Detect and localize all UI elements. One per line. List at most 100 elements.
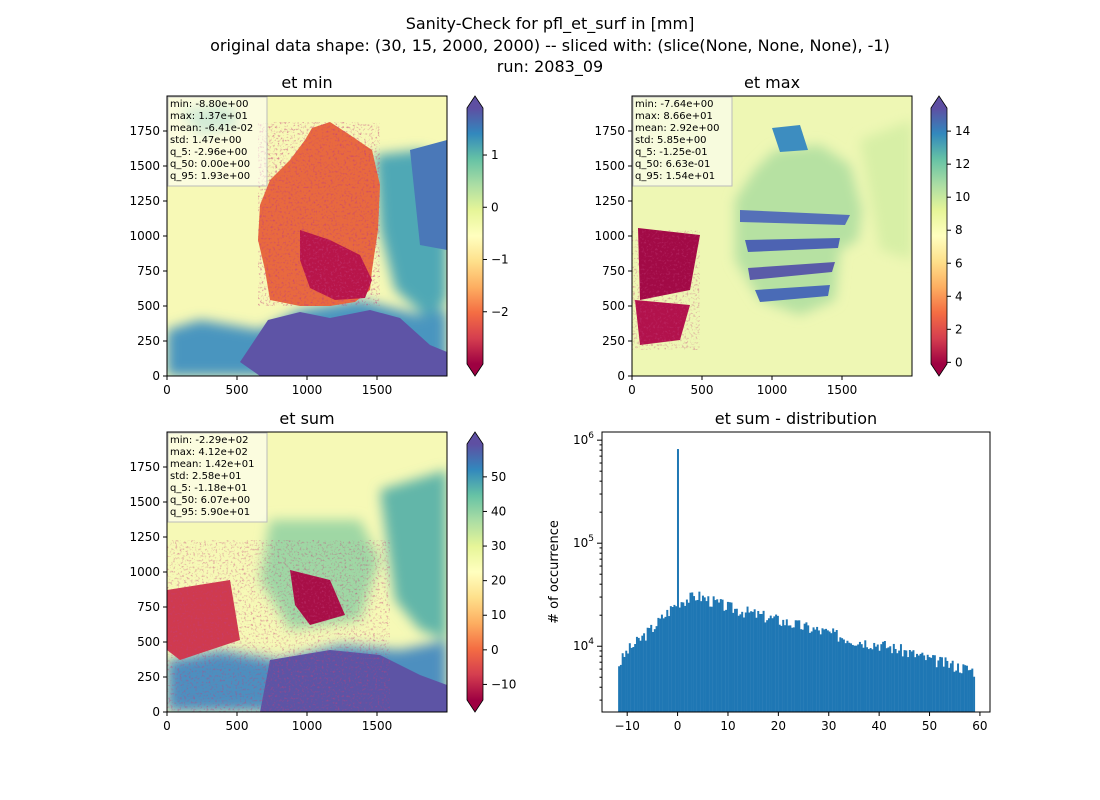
histogram-bar: [949, 663, 952, 712]
stats-line: std: 5.85e+00: [635, 135, 707, 146]
histogram-bar: [826, 630, 829, 712]
histogram-bar: [896, 653, 899, 712]
histogram-bar: [919, 653, 922, 712]
histogram-bar: [823, 629, 826, 712]
y-tick-label: 1500: [129, 495, 160, 509]
histogram-bar: [935, 667, 938, 712]
colorbar-gradient: [931, 108, 947, 364]
stats-line: mean: 1.42e+01: [170, 459, 254, 470]
colorbar-tick-label: 20: [491, 574, 506, 588]
histogram-bar: [828, 631, 831, 712]
histogram-bar: [678, 607, 681, 712]
histogram-bar: [680, 602, 683, 712]
colorbar: −10 0 10 20 30 40 50: [466, 431, 516, 713]
histogram-bar: [778, 624, 781, 712]
colorbar-tick-label: 0: [955, 355, 963, 369]
histogram-bar: [873, 642, 876, 712]
histogram-bar: [848, 642, 851, 712]
histogram-bar: [921, 652, 924, 712]
histogram-bar: [696, 599, 699, 712]
stats-box-frame: [167, 432, 268, 523]
histogram-bar: [673, 604, 676, 712]
suptitle-line-3: run: 2083_09: [497, 57, 603, 77]
histogram-bar: [771, 618, 774, 712]
histogram-bar: [635, 636, 638, 712]
histogram-bar: [705, 601, 708, 712]
y-tick-label: 250: [137, 334, 160, 348]
histogram-bar: [908, 650, 911, 712]
histogram-bar: [946, 660, 949, 712]
y-tick-label: 500: [602, 299, 625, 313]
histogram-bar: [894, 648, 897, 712]
histogram-bar: [801, 629, 804, 712]
histogram-bar: [662, 618, 665, 712]
histogram-bar: [618, 666, 621, 712]
y-axis: 104 105 106: [573, 431, 602, 701]
y-tick-label: 1250: [594, 194, 625, 208]
x-tick-label: 1500: [362, 383, 393, 397]
heatmap-image: [632, 96, 912, 376]
y-axis-label: # of occurrence: [547, 520, 562, 624]
histogram-bar: [639, 640, 642, 712]
histogram-bar: [767, 618, 770, 712]
histogram-bar: [948, 667, 951, 712]
plot-frame: [601, 431, 991, 713]
histogram-bar: [882, 641, 885, 712]
panel-title: et sum - distribution: [715, 409, 877, 428]
histogram-bar: [755, 617, 758, 712]
suptitle-line-2: original data shape: (30, 15, 2000, 2000…: [210, 36, 890, 55]
histogram-bar: [844, 643, 847, 712]
histogram-bar: [926, 654, 929, 712]
colorbar-gradient: [467, 444, 483, 700]
stats-line: q_95: 1.54e+01: [635, 171, 715, 182]
histogram-bar: [887, 647, 890, 712]
colorbar-extend-min: [467, 700, 483, 712]
histogram-bar: [898, 650, 901, 712]
histogram-bar: [637, 637, 640, 712]
histogram-bar: [814, 629, 817, 712]
y-tick-label: 1500: [594, 159, 625, 173]
histogram-bar: [892, 643, 895, 712]
histogram-bar: [737, 615, 740, 712]
histogram-bar: [753, 609, 756, 712]
stats-line: std: 1.47e+00: [170, 135, 242, 146]
x-tick-label: 10: [720, 719, 735, 733]
histogram-bar: [780, 625, 783, 712]
histogram-bar: [937, 660, 940, 712]
histogram-bar: [684, 605, 687, 712]
y-tick-label: 500: [137, 299, 160, 313]
histogram-bar: [871, 649, 874, 712]
y-tick-label: 1750: [129, 460, 160, 474]
histogram-bar: [955, 670, 958, 712]
histogram-bar: [800, 629, 803, 712]
histogram-bar: [973, 676, 976, 712]
histogram-bar: [805, 622, 808, 712]
histogram-bar: [748, 612, 751, 712]
histogram-bar: [769, 615, 772, 712]
histogram-bar: [917, 655, 920, 712]
colorbar-tick-label: −2: [491, 305, 509, 319]
stats-line: q_95: 5.90e+01: [170, 507, 250, 518]
colorbar-tick-label: −1: [491, 253, 509, 267]
histogram-bar: [876, 644, 879, 712]
histogram-bar: [657, 617, 660, 712]
histogram-bar: [773, 616, 776, 712]
histogram-bar: [739, 614, 742, 712]
colorbar-extend-max: [467, 432, 483, 444]
histogram-bar: [668, 616, 671, 712]
histogram-bar: [791, 627, 794, 712]
histogram-bar: [940, 657, 943, 712]
x-tick-label: 1500: [827, 383, 858, 397]
colorbar-outline: [466, 95, 484, 377]
histogram-bar: [851, 644, 854, 712]
histogram-bar: [669, 606, 672, 712]
histogram-bar: [878, 650, 881, 712]
histogram-bar: [964, 665, 967, 712]
x-tick-label: 0: [628, 383, 636, 397]
x-tick-label: 30: [821, 719, 836, 733]
histogram-bar: [858, 641, 861, 712]
histogram-bar: [718, 602, 721, 712]
y-tick-label: 1750: [594, 124, 625, 138]
